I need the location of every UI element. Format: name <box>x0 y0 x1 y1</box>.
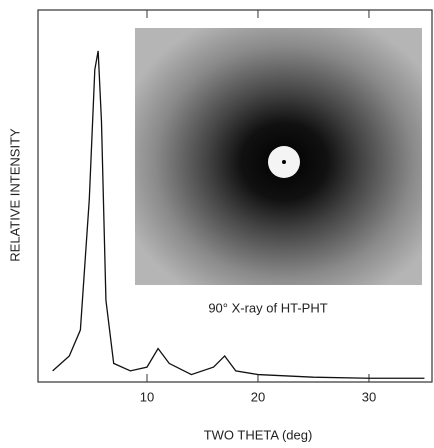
y-axis-label: RELATIVE INTENSITY <box>7 128 22 262</box>
inset-caption: 90° X-ray of HT-PHT <box>208 300 327 315</box>
inset-image <box>135 28 422 285</box>
data-line <box>52 50 425 379</box>
x-tick-label: 30 <box>362 389 376 404</box>
x-axis-label: TWO THETA (deg) <box>204 427 313 442</box>
plot-frame <box>37 9 433 383</box>
x-tick-label: 20 <box>251 389 265 404</box>
x-tick-label: 10 <box>140 389 154 404</box>
